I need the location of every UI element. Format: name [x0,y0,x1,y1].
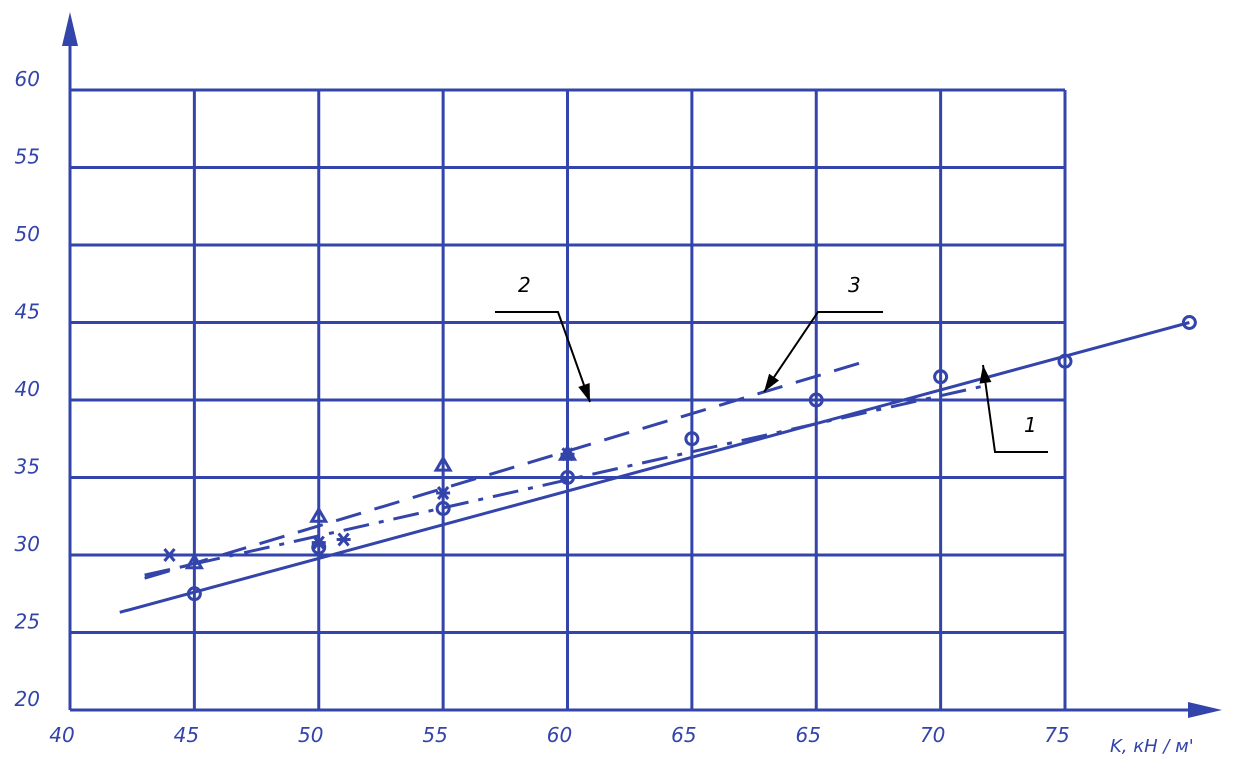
y-tick-label: 45 [15,300,40,324]
callout-3: 3 [763,273,883,393]
x-axis-arrow [1188,702,1222,718]
y-tick-label: 30 [15,532,40,556]
callout-leader [982,364,1048,453]
series-3-point [162,548,177,562]
series-3-point [336,532,351,547]
callout-arrowhead [764,373,780,392]
x-tick-label: 65 [796,723,821,747]
x-tick-label: 70 [920,723,945,747]
callout-label: 2 [518,273,531,297]
callouts: 1 2 3 [495,273,1048,453]
series-1-point [933,369,949,385]
y-tick-label: 50 [15,222,40,246]
data-markers [162,315,1197,602]
series-2-point [309,506,329,523]
series-1-point [1181,315,1197,330]
callout-2: 2 [495,273,591,403]
tick-labels: 40 45 50 55 60 65 65 70 75 20 25 30 35 40 45 50 55 60 [15,67,1070,747]
callout-arrowhead [979,365,992,384]
callout-1: 1 [979,364,1048,453]
series-3-point [436,486,451,500]
y-tick-label: 25 [15,610,40,634]
callout-label: 1 [1024,413,1037,437]
x-tick-label: 65 [671,723,696,747]
x-axis-label: K, кН / м' [1110,736,1194,757]
fit-lines [119,321,1190,614]
series-3-point [311,535,326,550]
axes [62,12,1222,718]
y-tick-label: 55 [15,145,40,169]
callout-leader [763,311,883,393]
x-tick-label: 75 [1044,723,1069,747]
series-2-line [144,359,867,580]
y-tick-label: 60 [15,67,40,91]
y-tick-label: 20 [15,687,40,711]
callout-leader [495,311,591,403]
y-tick-label: 35 [15,455,40,479]
series-3-line [144,383,991,577]
series-1-line [119,321,1190,614]
series-1-point [684,431,700,447]
x-tick-label: 60 [547,723,572,747]
series-1-point [1057,353,1073,369]
series-2-point [433,455,453,472]
x-tick-label: 50 [298,723,323,747]
callout-label: 3 [848,273,861,297]
y-axis-arrow [62,12,78,46]
x-tick-label: 40 [49,723,74,747]
x-tick-label: 45 [174,723,199,747]
series-3-point [560,447,575,462]
series-1-point [808,392,824,408]
series-1-point [435,501,451,516]
x-tick-label: 55 [422,723,447,747]
callout-arrowhead [578,383,590,402]
grid [70,88,1067,710]
series-2-point [184,552,204,570]
series-1-point [560,470,575,485]
series-1-point [186,586,202,602]
y-tick-label: 40 [15,377,40,401]
